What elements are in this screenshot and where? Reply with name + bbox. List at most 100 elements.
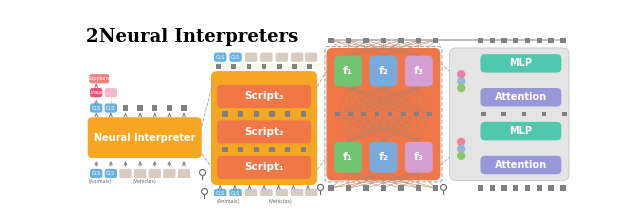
Circle shape [458,138,465,145]
FancyBboxPatch shape [405,142,433,173]
Circle shape [458,145,465,152]
FancyBboxPatch shape [305,53,317,62]
Text: CLS: CLS [231,55,240,60]
FancyBboxPatch shape [217,156,311,179]
Text: CLS: CLS [92,171,101,176]
Bar [478,38,483,43]
Bar [398,185,404,191]
Text: (Animals): (Animals) [88,179,112,184]
Text: Script₁: Script₁ [244,162,284,172]
Bar [415,38,421,43]
Text: CLS: CLS [106,106,115,110]
FancyBboxPatch shape [105,169,117,178]
Text: f₁: f₁ [343,66,353,76]
FancyBboxPatch shape [230,189,242,198]
FancyBboxPatch shape [481,122,561,140]
FancyBboxPatch shape [90,74,109,83]
Bar [285,147,291,152]
FancyBboxPatch shape [90,88,102,97]
FancyBboxPatch shape [260,189,273,198]
Bar [501,185,507,191]
Bar [301,112,306,117]
Text: MLP: MLP [509,126,532,136]
FancyBboxPatch shape [405,56,433,86]
Circle shape [458,152,465,159]
Text: CLS: CLS [231,191,240,196]
FancyBboxPatch shape [334,56,362,86]
Text: f₂: f₂ [378,66,388,76]
Bar [536,38,542,43]
Bar [542,112,547,116]
Text: f₃: f₃ [414,66,424,76]
Text: ⚲: ⚲ [316,183,325,196]
Bar [346,185,351,191]
FancyBboxPatch shape [481,156,561,174]
Bar [238,112,243,117]
Bar [277,64,282,69]
Text: CLS: CLS [106,171,115,176]
Bar [428,112,432,116]
Bar [348,112,353,116]
Bar [562,112,566,116]
Bar [522,112,526,116]
FancyBboxPatch shape [245,189,257,198]
FancyBboxPatch shape [119,169,132,178]
Bar [560,185,566,191]
Bar [490,185,495,191]
FancyBboxPatch shape [245,53,257,62]
Text: f₁: f₁ [343,152,353,162]
Bar [181,105,187,111]
Bar [364,38,369,43]
FancyBboxPatch shape [334,142,362,173]
Bar [166,105,172,111]
Bar [253,112,259,117]
Bar [253,147,259,152]
Text: f₃: f₃ [414,152,424,162]
Bar [328,38,334,43]
Bar [232,64,236,69]
Bar [246,64,252,69]
Bar [525,185,530,191]
Bar [381,185,386,191]
Text: CLS: CLS [216,55,225,60]
FancyBboxPatch shape [214,189,227,198]
Bar [415,185,421,191]
Bar [362,112,366,116]
Text: CLS: CLS [216,191,225,196]
FancyBboxPatch shape [260,53,273,62]
FancyBboxPatch shape [105,103,117,113]
Text: (Vehicles): (Vehicles) [133,179,157,184]
FancyBboxPatch shape [481,54,561,73]
Text: (Animals): (Animals) [216,199,239,204]
Bar [262,64,266,69]
Bar [328,185,334,191]
Bar [269,112,275,117]
Bar [152,105,157,111]
Bar [364,185,369,191]
Bar [374,112,379,116]
Bar [238,147,243,152]
FancyBboxPatch shape [276,53,288,62]
Text: Linear: Linear [88,90,104,95]
Text: Neural Interpreter: Neural Interpreter [94,133,195,143]
Circle shape [458,78,465,84]
Text: ⚲: ⚲ [198,168,207,181]
FancyBboxPatch shape [90,169,102,178]
Bar [222,147,227,152]
Bar [478,185,483,191]
Bar [433,185,438,191]
Bar [501,38,507,43]
Bar [414,112,419,116]
Bar [381,38,386,43]
Bar [222,112,227,117]
FancyBboxPatch shape [326,48,440,180]
Bar [301,147,306,152]
FancyBboxPatch shape [217,120,311,143]
Bar [269,147,275,152]
Bar [548,185,554,191]
FancyBboxPatch shape [105,88,117,97]
Text: 2: 2 [86,28,98,46]
Bar [513,185,518,191]
FancyBboxPatch shape [450,48,569,180]
FancyBboxPatch shape [276,189,288,198]
